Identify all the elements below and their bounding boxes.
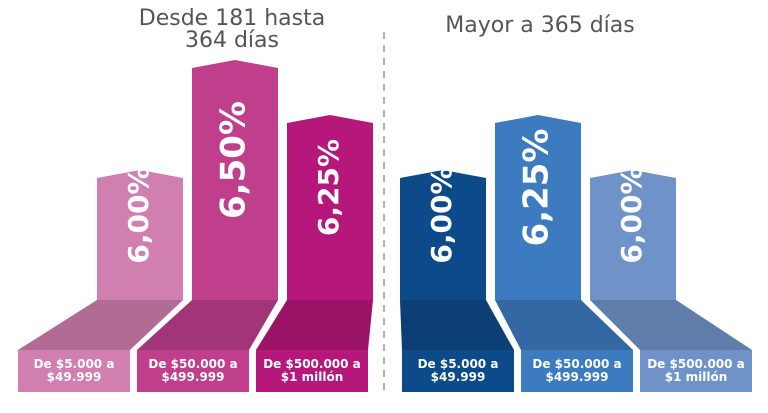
bar-base [18,300,183,350]
chart-title: Mayor a 365 días [445,13,635,38]
bar-base-shade [137,300,278,350]
category-label: De $5.000 a $49.999 [33,357,115,384]
bar-base [590,300,752,350]
bar-base-shade [495,300,633,350]
bar [287,115,373,300]
bar-base [256,300,373,350]
bar-base-shade [400,300,514,350]
category-box [402,350,514,392]
category-label: De $500.000 a $1 millón [263,357,361,384]
bar [97,170,183,300]
category-label: De $50.000 a $499.999 [148,357,238,384]
value-label: 6,00% [122,166,155,263]
bar [400,170,486,300]
value-label: 6,25% [312,139,345,236]
value-label: 6,00% [425,166,458,263]
chart-title: Desde 181 hasta 364 días [138,6,326,53]
category-box [18,350,130,392]
bar-base [400,300,514,350]
category-label: De $500.000 a $1 millón [647,357,745,384]
bar-base [495,300,633,350]
category-box [640,350,752,392]
category-label: De $5.000 a $49.999 [417,357,499,384]
value-label: 6,00% [615,166,648,263]
category-label: De $50.000 a $499.999 [532,357,622,384]
bar-base-shade [18,300,183,350]
category-box [137,350,249,392]
category-box [256,350,368,392]
bar-base [137,300,278,350]
bar [590,170,676,300]
bar [192,60,278,300]
bar-base-shade [590,300,752,350]
bar [495,115,581,300]
value-label: 6,25% [517,129,557,247]
category-box [521,350,633,392]
value-label: 6,50% [214,101,254,219]
bar-base-shade [256,300,373,350]
